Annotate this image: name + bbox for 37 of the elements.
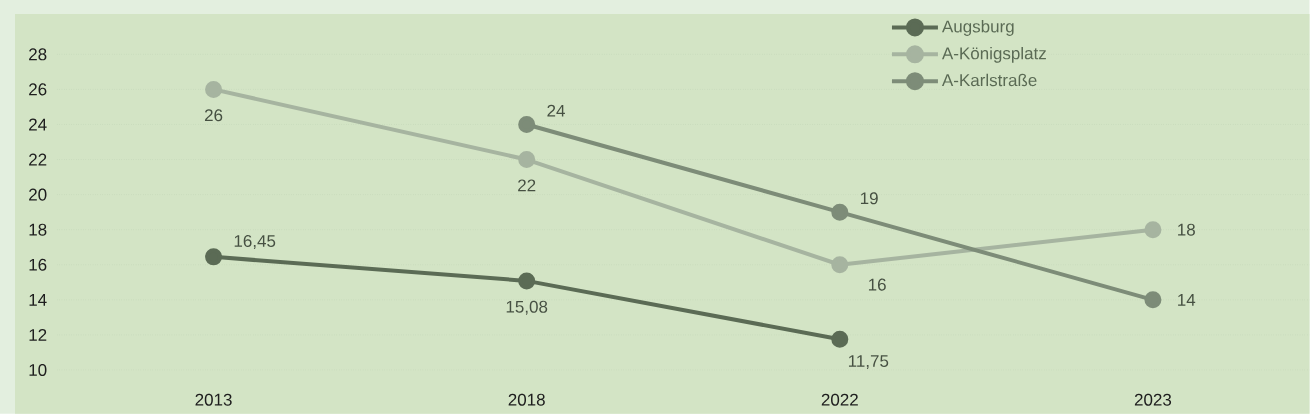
data-label: 26 bbox=[204, 109, 223, 122]
y-tick-label: 28 bbox=[29, 48, 47, 61]
point bbox=[1144, 291, 1162, 309]
legend-label: Augsburg bbox=[941, 20, 1014, 36]
y-tick-label: 24 bbox=[29, 118, 47, 131]
point bbox=[1144, 221, 1162, 239]
data-label: 15,08 bbox=[506, 300, 548, 315]
point bbox=[831, 256, 849, 274]
x-tick-label: 2022 bbox=[821, 393, 858, 406]
y-tick-label: 18 bbox=[29, 223, 47, 236]
point bbox=[831, 330, 849, 348]
point bbox=[831, 203, 849, 221]
data-label: 14 bbox=[1178, 294, 1196, 306]
data-label: 18 bbox=[1178, 223, 1195, 236]
y-tick-label: 16 bbox=[29, 258, 47, 271]
y-tick-label: 12 bbox=[29, 329, 47, 341]
data-label: 16 bbox=[868, 278, 886, 291]
y-tick-label: 26 bbox=[29, 83, 47, 96]
x-tick-label: 2013 bbox=[195, 393, 232, 406]
y-tick-label: 14 bbox=[29, 294, 47, 306]
data-label: 19 bbox=[860, 192, 878, 205]
data-label: 16,45 bbox=[234, 234, 276, 250]
legend-label: A-Königsplatz bbox=[941, 46, 1046, 63]
point bbox=[518, 116, 536, 133]
data-label: 11,75 bbox=[848, 355, 889, 370]
point bbox=[205, 248, 223, 266]
data-label: 24 bbox=[547, 104, 565, 117]
y-tick-label: 10 bbox=[29, 363, 47, 377]
point bbox=[518, 272, 536, 290]
legend-label: A-Karlstraße bbox=[941, 73, 1037, 87]
y-tick-label: 20 bbox=[29, 188, 47, 201]
point bbox=[205, 80, 223, 98]
data-label: 22 bbox=[518, 179, 536, 192]
x-tick-label: 2023 bbox=[1134, 393, 1172, 406]
point bbox=[518, 151, 536, 169]
y-tick-label: 22 bbox=[29, 153, 47, 166]
x-tick-label: 2018 bbox=[508, 393, 545, 406]
